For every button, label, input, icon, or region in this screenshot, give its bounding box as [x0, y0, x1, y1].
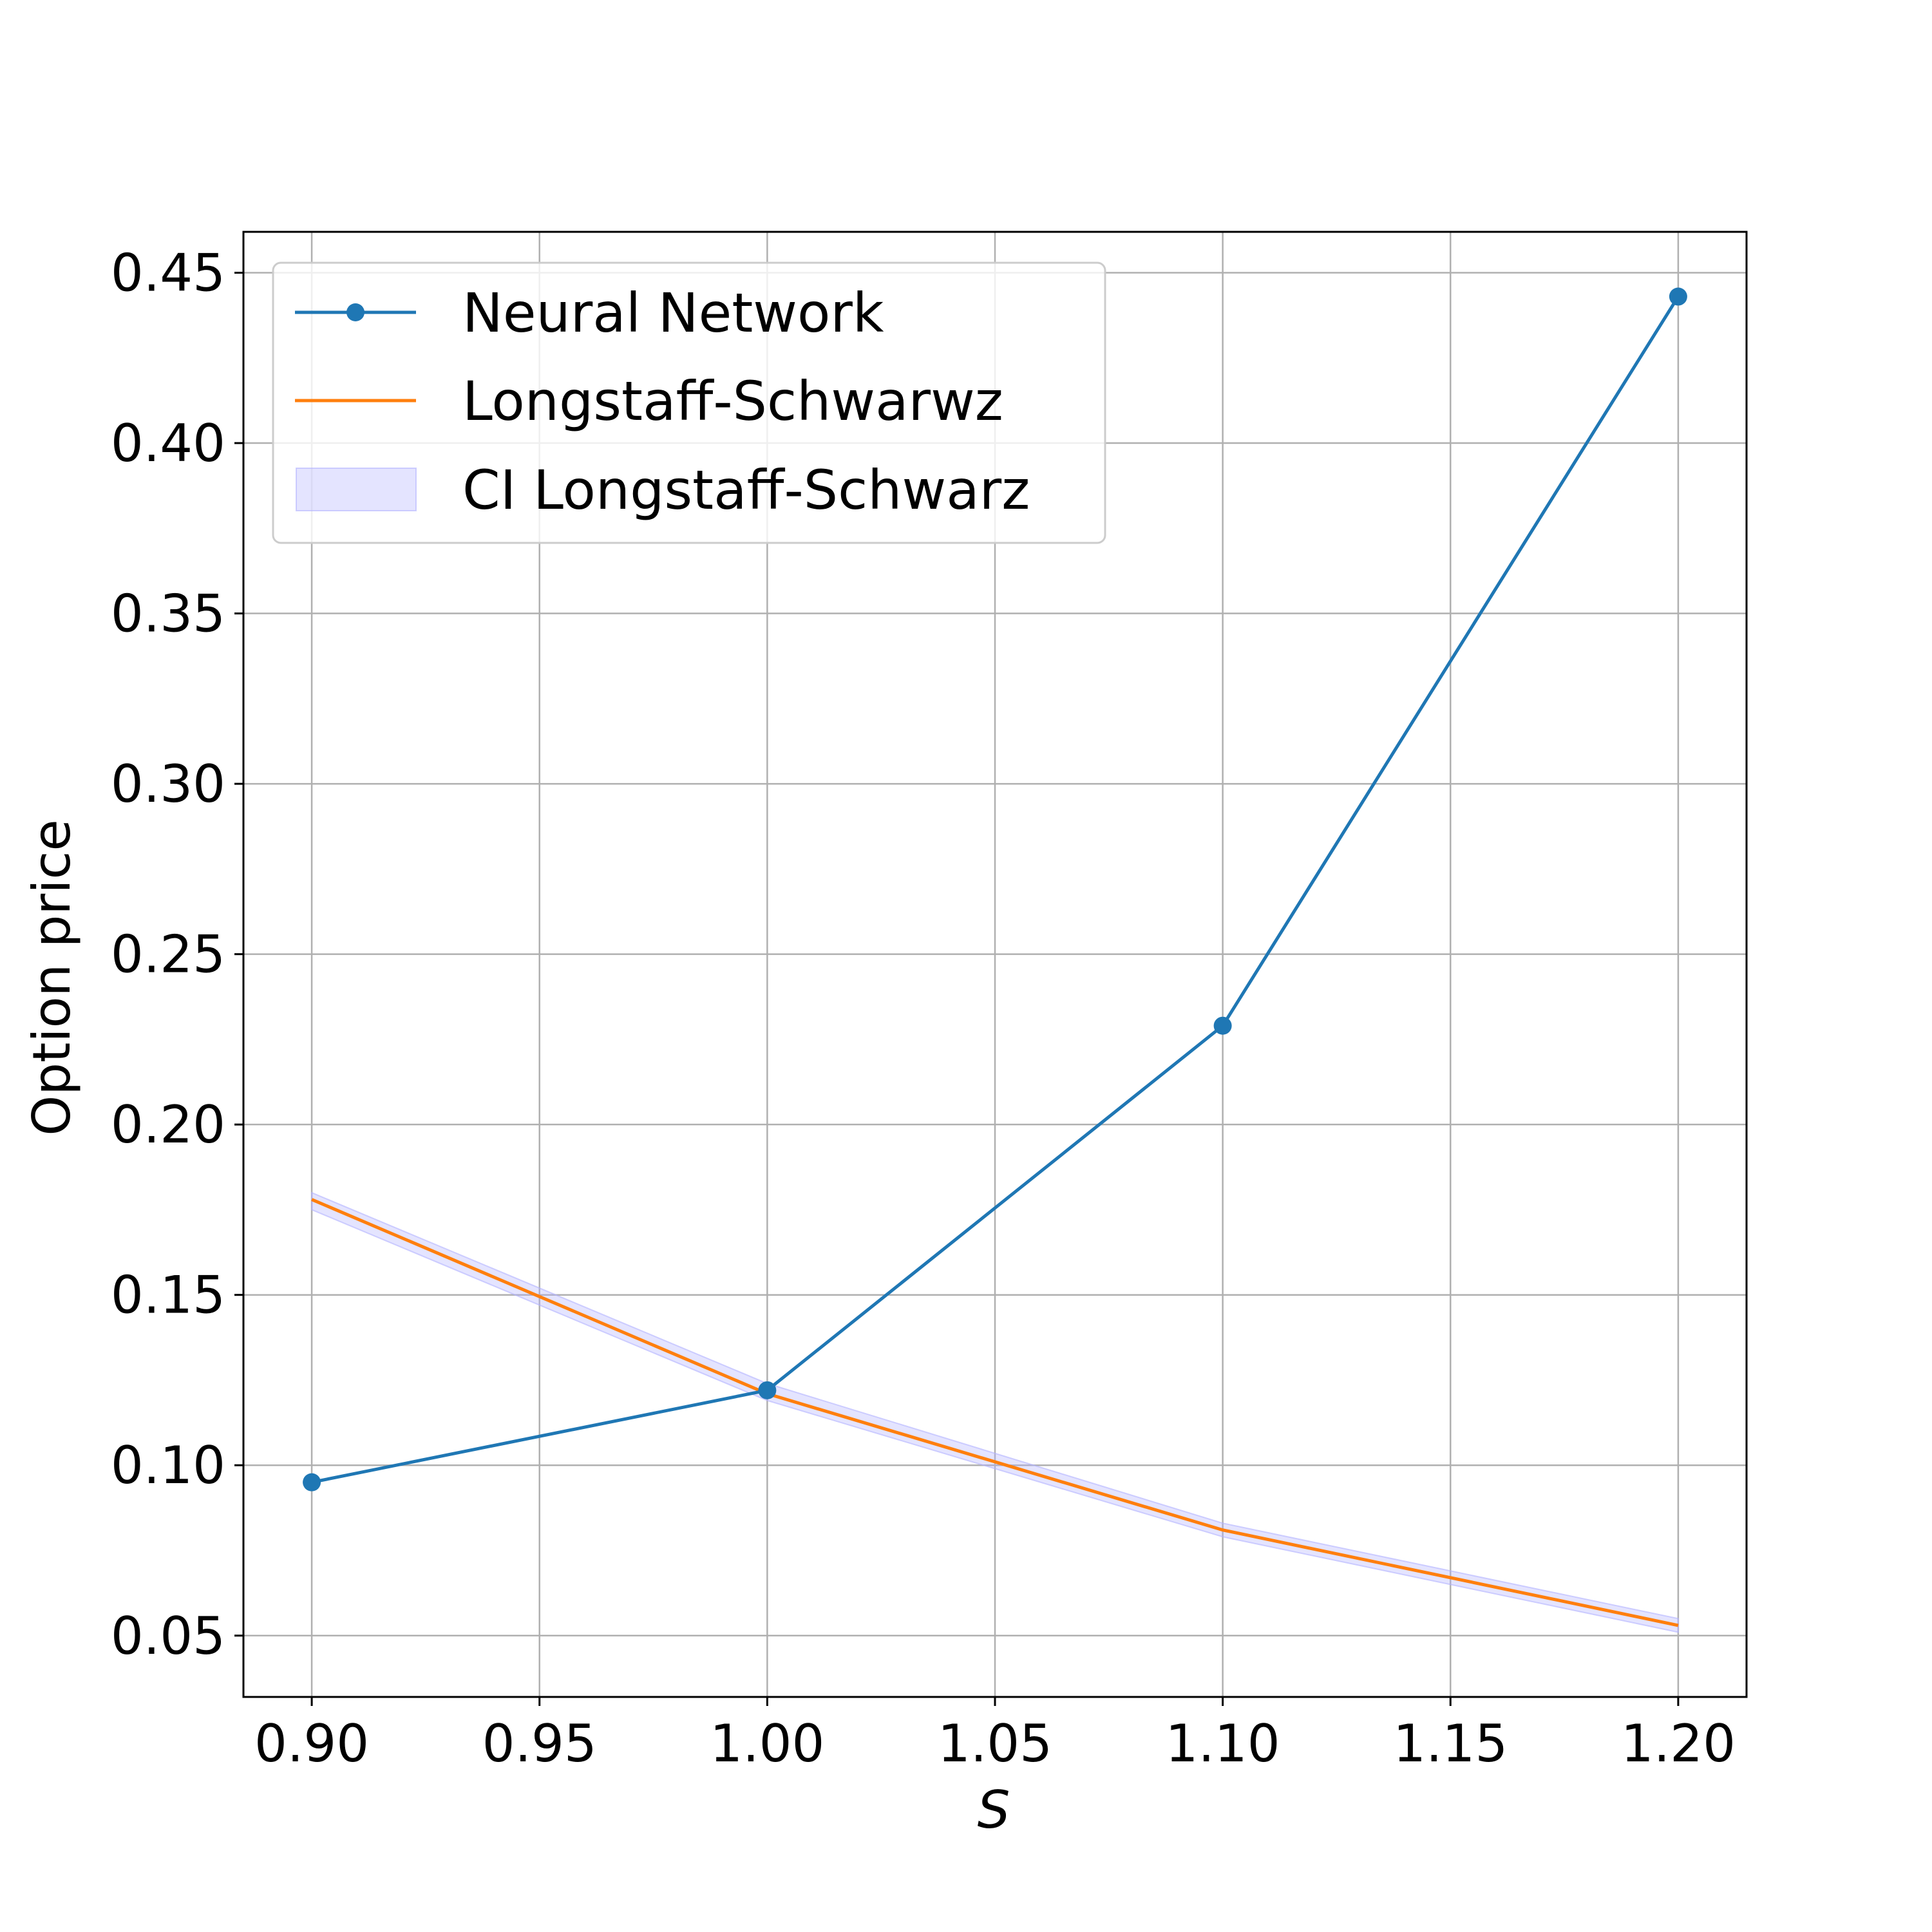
longstaff-schwarz-line	[311, 1198, 1679, 1627]
neural-network-point	[1669, 287, 1687, 306]
y-tick-label: 0.10	[111, 1435, 225, 1495]
legend-label: Longstaff-Schwarwz	[462, 370, 1003, 433]
legend-label: CI Longstaff-Schwarz	[462, 459, 1030, 522]
x-tick-label: 0.95	[482, 1714, 597, 1774]
x-tick-label: 0.90	[254, 1714, 369, 1774]
series-layer	[303, 287, 1687, 1633]
legend-swatch-ci	[296, 468, 417, 511]
y-tick-label: 0.45	[111, 243, 225, 303]
x-tick-label: 1.20	[1621, 1714, 1736, 1774]
neural-network-point	[303, 1473, 321, 1492]
neural-network-line	[311, 296, 1680, 1484]
legend-marker-neural-network	[346, 303, 365, 321]
y-tick-label: 0.25	[111, 925, 225, 985]
legend-label: Neural Network	[462, 281, 884, 345]
y-tick-label: 0.30	[111, 754, 225, 814]
y-tick-label: 0.05	[111, 1606, 225, 1666]
y-tick-label: 0.35	[111, 584, 225, 644]
y-tick-label: 0.20	[111, 1095, 225, 1155]
x-ticks: 0.90 0.95 1.00 1.05 1.10 1.15 1.20	[254, 1697, 1736, 1774]
x-tick-label: 1.00	[710, 1714, 824, 1774]
x-tick-label: 1.05	[938, 1714, 1052, 1774]
x-tick-label: 1.10	[1166, 1714, 1280, 1774]
y-axis-label: Option price	[22, 819, 82, 1136]
ci-band	[311, 1191, 1679, 1633]
x-tick-label: 1.15	[1393, 1714, 1508, 1774]
neural-network-point	[1213, 1016, 1232, 1035]
y-ticks: 0.05 0.10 0.15 0.20 0.25 0.30 0.35 0.40 0.45	[111, 243, 243, 1666]
y-tick-label: 0.15	[111, 1265, 225, 1325]
grid	[243, 232, 1747, 1697]
neural-network-point	[758, 1381, 777, 1399]
y-tick-label: 0.40	[111, 413, 225, 473]
legend: Neural Network Longstaff-Schwarwz CI Longs…	[272, 261, 1106, 544]
legend-frame	[272, 261, 1106, 544]
x-axis-label: S	[978, 1780, 1010, 1840]
